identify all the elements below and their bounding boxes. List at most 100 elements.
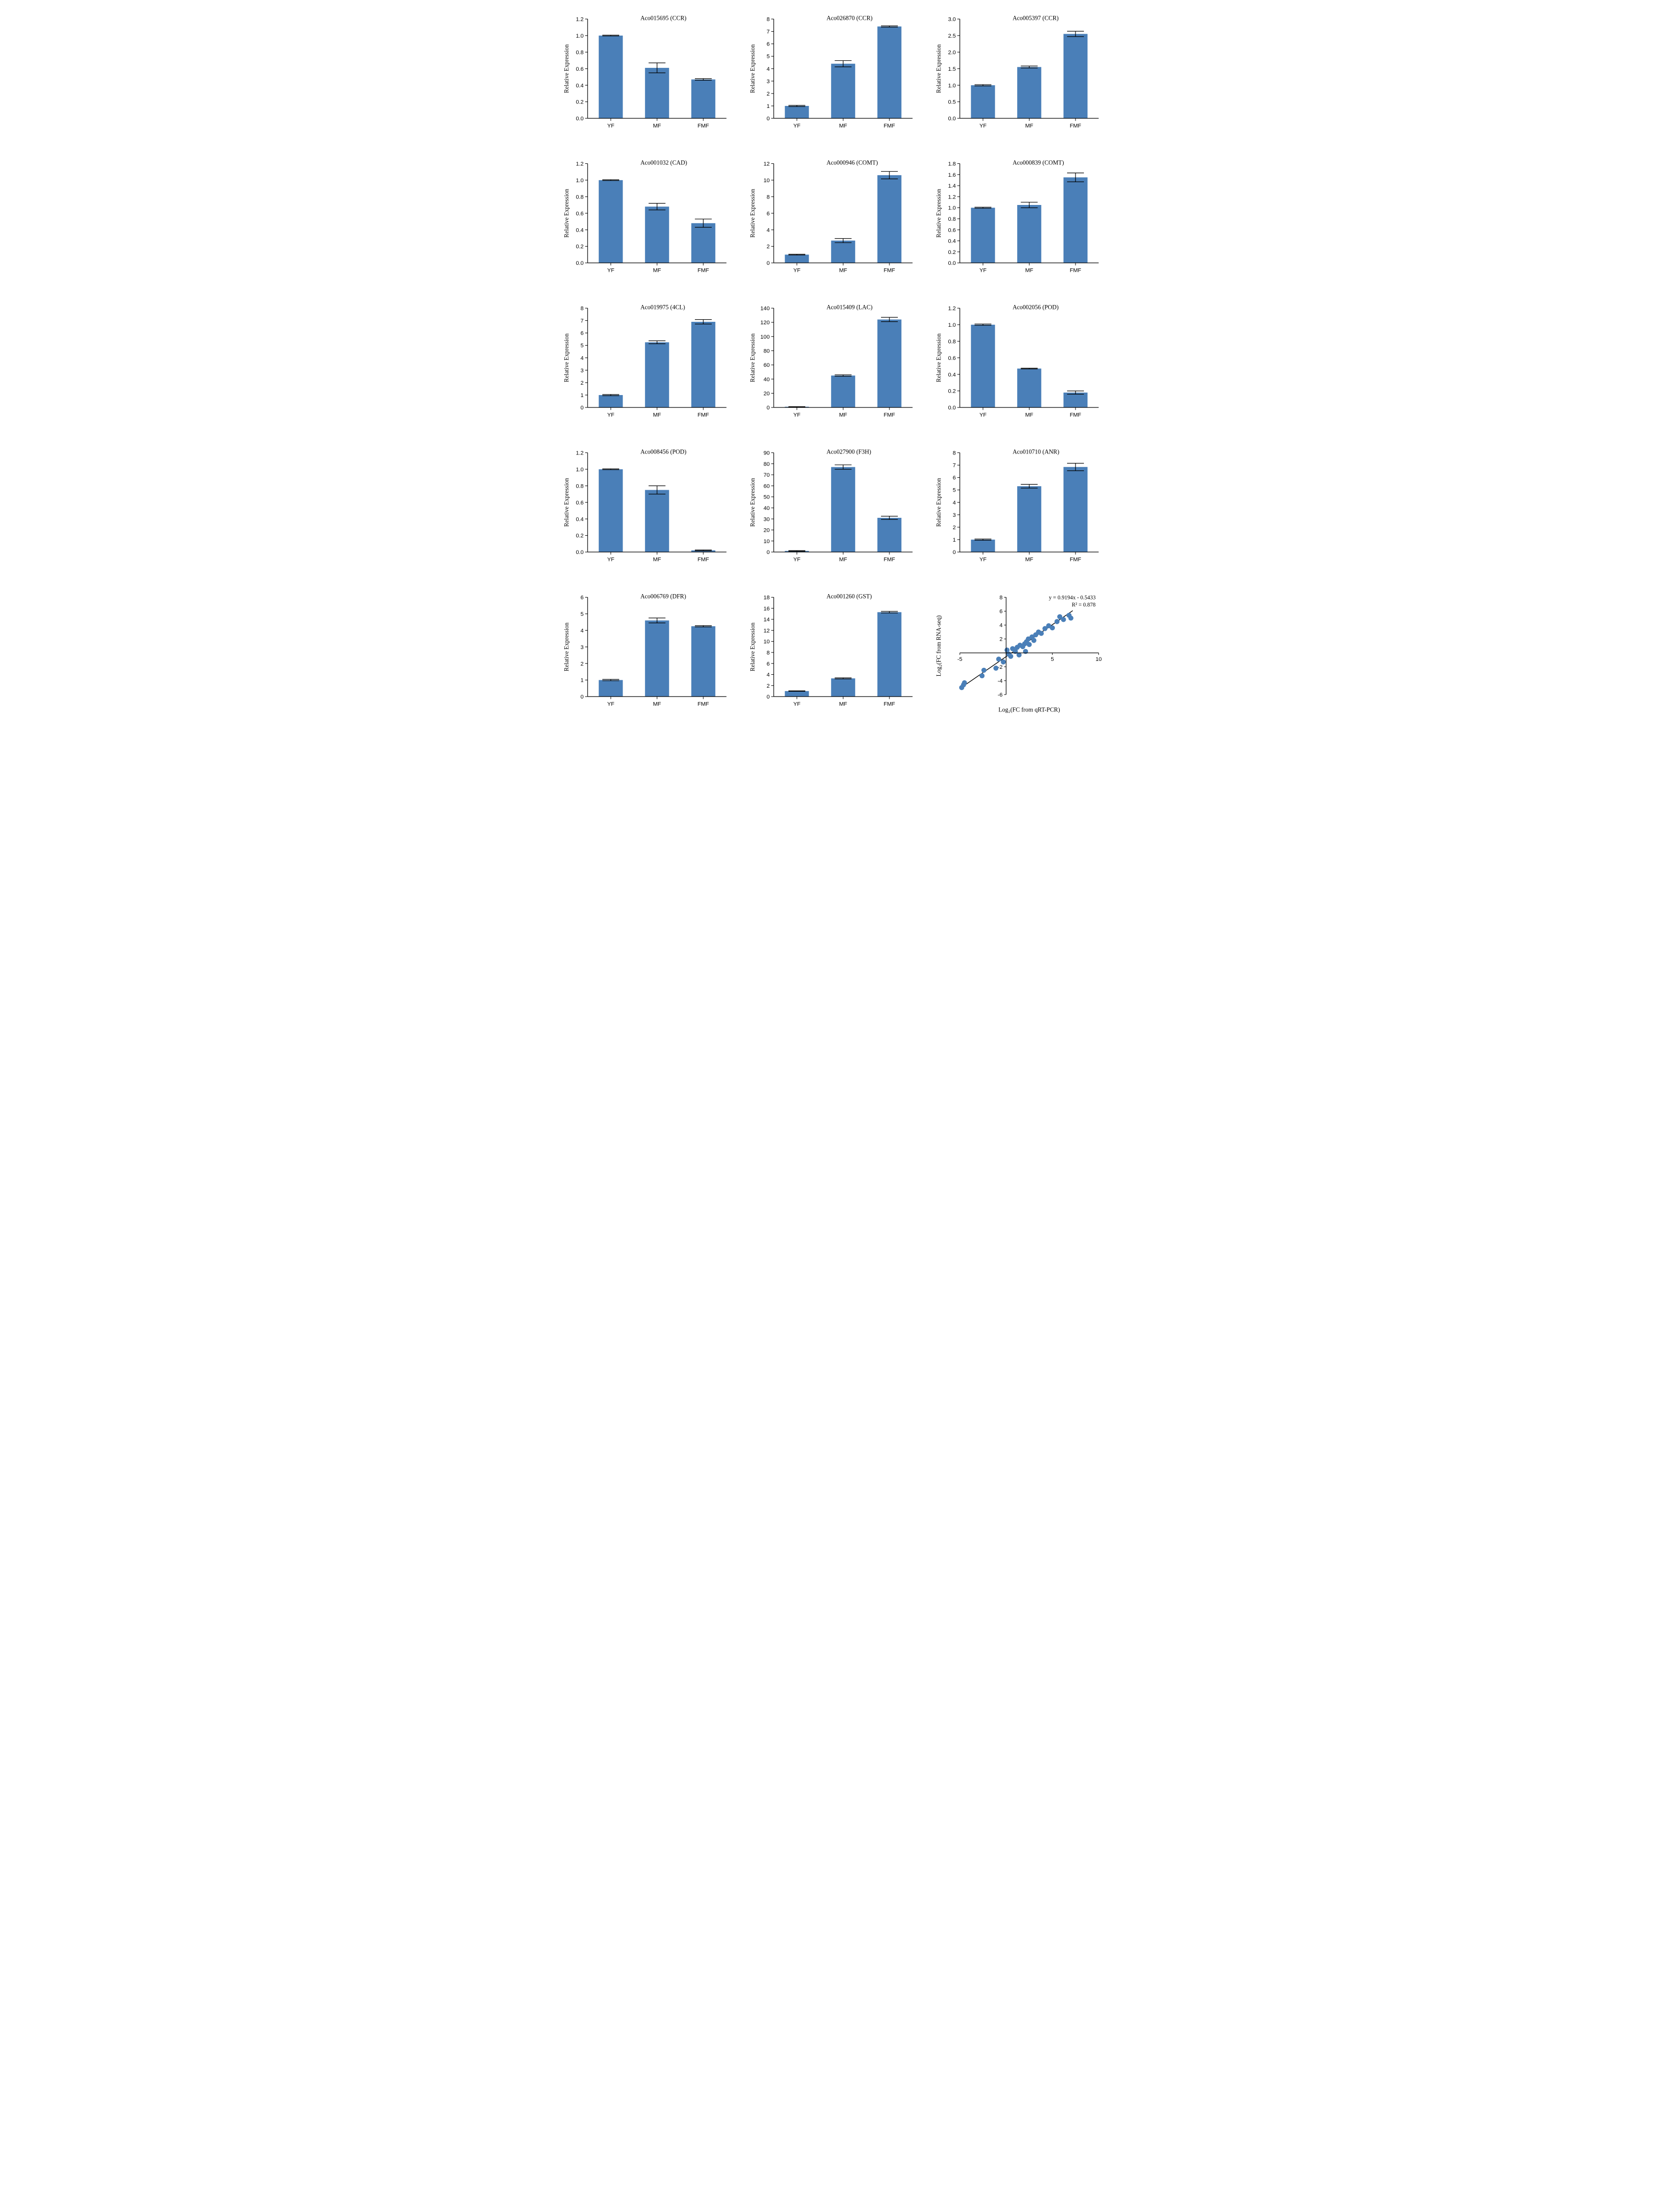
y-tick-label: 0.4 (948, 372, 956, 378)
y-tick-label: 1.2 (576, 450, 584, 456)
y-tick-label: 14 (764, 617, 770, 623)
y-tick-label: 6 (999, 608, 1002, 614)
bar-FMF (878, 518, 902, 552)
x-tick-label: FMF (697, 556, 709, 562)
x-tick-label: MF (653, 123, 661, 129)
y-tick-label: 8 (767, 17, 770, 23)
y-tick-label: 1.0 (576, 178, 584, 184)
y-tick-label: 6 (581, 595, 584, 601)
y-tick-label: 4 (999, 622, 1002, 628)
chart-title: Aco010710 (ANR) (1013, 448, 1059, 455)
x-tick-label: YF (793, 123, 801, 129)
y-axis-label: Relative Expression (935, 478, 942, 526)
chart-title: Aco019975 (4CL) (640, 303, 685, 310)
y-tick-label: 7 (581, 318, 584, 324)
y-tick-label: 0.2 (576, 244, 584, 250)
x-tick-label: FMF (697, 267, 709, 273)
scatter-correlation: -6-4-22468-5510y = 0.9194x - 0.5433R² = … (932, 588, 1105, 715)
bar-YF (599, 469, 623, 552)
y-tick-label: 1.0 (576, 467, 584, 473)
x-tick-label: YF (607, 556, 615, 562)
y-tick-label: 0 (581, 405, 584, 411)
y-tick-label: 6 (581, 330, 584, 336)
scatter-point (1023, 649, 1028, 654)
x-tick-label: FMF (1070, 123, 1081, 129)
bar-YF (599, 680, 623, 696)
y-tick-label: 0.0 (576, 550, 584, 555)
y-axis-label: Relative Expression (563, 333, 570, 382)
bar-MF (645, 206, 669, 263)
y-axis-label: Relative Expression (749, 189, 756, 237)
y-tick-label: 140 (760, 305, 770, 311)
y-tick-label: 40 (764, 377, 770, 383)
y-tick-label: 0.2 (948, 250, 956, 255)
y-tick-label: -2 (998, 664, 1003, 670)
scatter-point (981, 667, 986, 672)
y-tick-label: 8 (953, 450, 956, 456)
bar-YF (599, 395, 623, 407)
bar-chart-Aco019975: 012345678YFMFFMFRelative ExpressionAco01… (560, 299, 733, 426)
chart-title: Aco001260 (GST) (827, 593, 872, 600)
scatter-point (1027, 642, 1031, 647)
scatter-point (1050, 625, 1055, 630)
bar-FMF (691, 626, 716, 696)
x-tick-label: MF (839, 412, 847, 418)
y-tick-label: 20 (764, 391, 770, 397)
scatter-point (1017, 652, 1022, 657)
x-tick-label: FMF (883, 556, 895, 562)
y-tick-label: 60 (764, 362, 770, 368)
chart-title: Aco000946 (COMT) (827, 159, 878, 166)
y-tick-label: 1 (581, 677, 584, 683)
y-axis-label: Relative Expression (749, 478, 756, 526)
y-axis-label: Relative Expression (935, 333, 942, 382)
bar-FMF (1064, 393, 1088, 407)
bar-MF (645, 490, 669, 552)
y-tick-label: 60 (764, 483, 770, 489)
x-tick-label: YF (979, 412, 987, 418)
bar-MF (831, 64, 855, 118)
bar-YF (599, 180, 623, 263)
y-tick-label: 3 (581, 644, 584, 650)
bar-chart-Aco005397: 0.00.51.01.52.02.53.0YFMFFMFRelative Exp… (932, 10, 1105, 137)
x-tick-label: FMF (697, 123, 709, 129)
scatter-point (1001, 659, 1006, 664)
y-tick-label: 1.0 (948, 322, 956, 328)
y-tick-label: 1.0 (576, 33, 584, 39)
x-tick-label: FMF (697, 701, 709, 707)
y-tick-label: 1.6 (948, 172, 956, 178)
x-tick-label: YF (793, 412, 801, 418)
y-tick-label: 5 (767, 54, 770, 60)
y-tick-label: 1 (581, 393, 584, 399)
y-tick-label: 2 (953, 525, 956, 531)
y-tick-label: 80 (764, 348, 770, 354)
y-tick-label: 0.0 (948, 116, 956, 122)
y-tick-label: 2 (581, 380, 584, 386)
x-tick-label: MF (839, 556, 847, 562)
y-tick-label: 0.0 (948, 260, 956, 266)
y-tick-label: 5 (581, 611, 584, 617)
y-tick-label: 0.4 (948, 238, 956, 244)
y-tick-label: 0 (581, 694, 584, 700)
x-tick-label: FMF (883, 701, 895, 707)
y-tick-label: 0.8 (948, 339, 956, 345)
chart-title: Aco006769 (DFR) (640, 593, 686, 600)
chart-title: Aco008456 (POD) (640, 448, 686, 455)
bar-chart-Aco026870: 012345678YFMFFMFRelative ExpressionAco02… (746, 10, 919, 137)
y-tick-label: 0 (767, 550, 770, 555)
x-tick-label: MF (653, 701, 661, 707)
y-axis-label: Relative Expression (749, 44, 756, 93)
y-tick-label: 4 (953, 500, 956, 505)
scatter-point (996, 656, 1001, 661)
y-tick-label: 6 (767, 661, 770, 667)
bar-chart-Aco001032: 0.00.20.40.60.81.01.2YFMFFMFRelative Exp… (560, 154, 733, 281)
y-tick-label: 5 (953, 487, 956, 493)
y-tick-label: 3 (953, 512, 956, 518)
y-tick-label: 8 (767, 194, 770, 200)
chart-grid: 0.00.20.40.60.81.01.2YFMFFMFRelative Exp… (560, 10, 1105, 714)
y-tick-label: 7 (953, 462, 956, 468)
y-tick-label: 4 (581, 628, 584, 634)
y-tick-label: 12 (764, 161, 770, 167)
bar-FMF (1064, 34, 1088, 119)
y-tick-label: 0.2 (948, 388, 956, 394)
y-tick-label: 1 (953, 537, 956, 543)
